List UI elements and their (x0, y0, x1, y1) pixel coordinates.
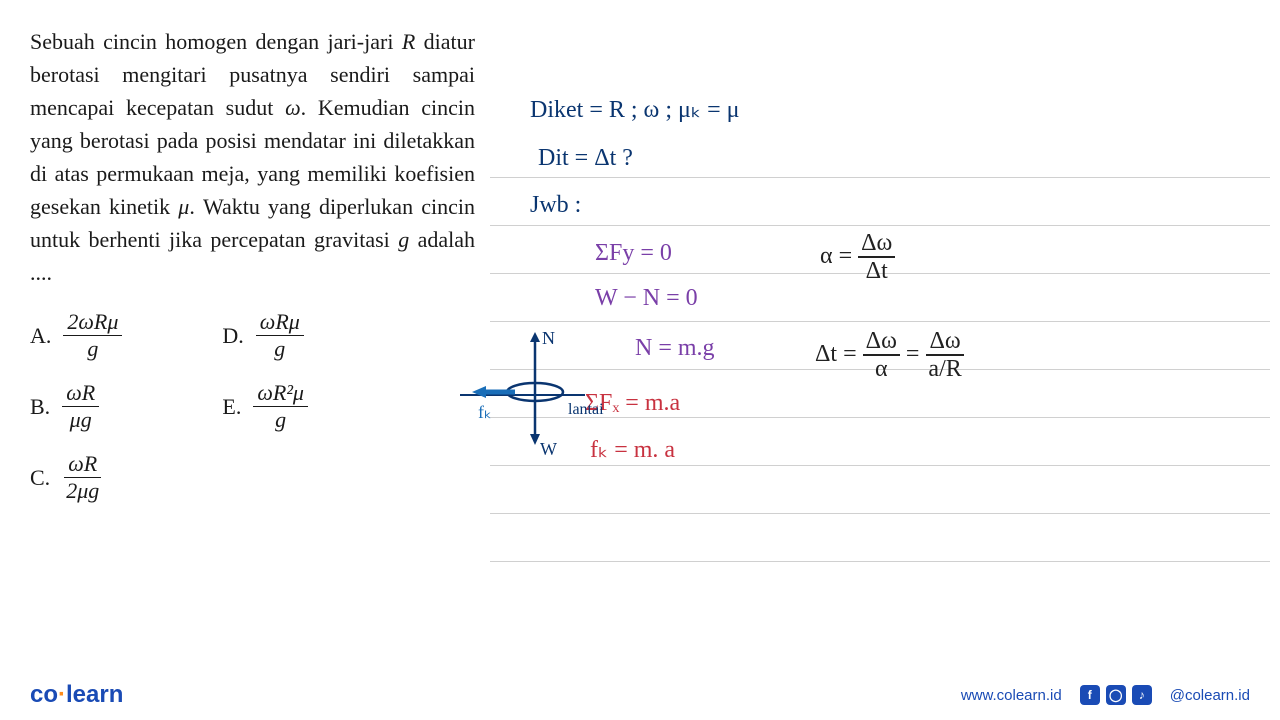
diagram-lantai-label: lantai (568, 401, 604, 418)
option-D-label: D. (222, 323, 243, 349)
logo-dot-icon: · (58, 681, 66, 708)
facebook-icon: f (1080, 685, 1100, 705)
hw-alpha-pre: α = (820, 243, 858, 269)
q-var-omega: ω (285, 95, 301, 120)
hw-dt-frac1: Δω α (863, 328, 900, 383)
hw-alpha-num: Δω (858, 230, 895, 258)
diagram-N-label: N (542, 330, 555, 348)
option-D-fraction: ωRμ g (256, 309, 304, 362)
option-E-fraction: ωR²μ g (253, 380, 308, 433)
option-A-fraction: 2ωRμ g (63, 309, 122, 362)
hw-alpha-den: Δt (863, 258, 891, 284)
hw-dit: Dit = Δt ? (538, 145, 633, 172)
option-B-num: ωR (62, 380, 99, 407)
hw-dt-den2: a/R (925, 356, 964, 382)
options-container: A. 2ωRμ g B. ωR μg C. ωR (30, 309, 475, 504)
option-D-num: ωRμ (256, 309, 304, 336)
hw-dt-den1: α (872, 356, 891, 382)
tiktok-icon: ♪ (1132, 685, 1152, 705)
option-B: B. ωR μg (30, 380, 122, 433)
question-panel: Sebuah cincin homogen dengan jari-jari R… (0, 0, 490, 670)
logo-co: co (30, 681, 58, 708)
option-C-num: ωR (64, 451, 101, 478)
hw-diket: Diket = R ; ω ; μₖ = μ (530, 95, 739, 124)
social-icons: f ◯ ♪ (1080, 685, 1152, 705)
option-E-den: g (271, 407, 290, 433)
hw-dt: Δt = Δω α = Δω a/R (815, 328, 965, 383)
q-var-mu: μ (178, 194, 189, 219)
q-var-g: g (398, 227, 409, 252)
hw-jwb: Jwb : (530, 192, 581, 219)
hw-dt-frac2: Δω a/R (925, 328, 964, 383)
hw-dt-pre: Δt = (815, 341, 863, 367)
option-E-num: ωR²μ (253, 380, 308, 407)
question-text: Sebuah cincin homogen dengan jari-jari R… (30, 25, 475, 289)
rule (490, 178, 1270, 226)
free-body-diagram: N W fₖ lantai (460, 330, 635, 460)
diagram-W-label: W (540, 439, 557, 459)
option-C: C. ωR 2μg (30, 451, 122, 504)
hw-wn: W − N = 0 (595, 285, 698, 312)
option-A-num: 2ωRμ (63, 309, 122, 336)
option-C-den: 2μg (62, 478, 103, 504)
q-var-R: R (402, 29, 415, 54)
rule (490, 514, 1270, 562)
hw-sigma-fy: ΣFy = 0 (595, 240, 672, 267)
options-col-2: D. ωRμ g E. ωR²μ g (222, 309, 308, 504)
hw-dt-num1: Δω (863, 328, 900, 356)
options-col-1: A. 2ωRμ g B. ωR μg C. ωR (30, 309, 122, 504)
hw-n-mg: N = m.g (635, 335, 715, 362)
logo-learn: learn (66, 681, 123, 708)
option-C-fraction: ωR 2μg (62, 451, 103, 504)
option-D: D. ωRμ g (222, 309, 308, 362)
option-B-label: B. (30, 394, 50, 420)
option-E: E. ωR²μ g (222, 380, 308, 433)
option-A: A. 2ωRμ g (30, 309, 122, 362)
hw-dt-num2: Δω (926, 328, 963, 356)
diagram-fk-label: fₖ (478, 402, 492, 422)
rule (490, 466, 1270, 514)
footer-url: www.colearn.id (961, 687, 1062, 704)
footer: co·learn www.colearn.id f ◯ ♪ @colearn.i… (0, 670, 1280, 720)
option-D-den: g (270, 336, 289, 362)
option-C-label: C. (30, 465, 50, 491)
hw-alpha: α = Δω Δt (820, 230, 895, 285)
hw-dt-eq: = (906, 341, 926, 367)
option-A-den: g (83, 336, 102, 362)
option-E-label: E. (222, 394, 241, 420)
footer-handle: @colearn.id (1170, 687, 1250, 704)
option-B-den: μg (66, 407, 96, 433)
instagram-icon: ◯ (1106, 685, 1126, 705)
option-B-fraction: ωR μg (62, 380, 99, 433)
logo: co·learn (30, 681, 123, 709)
footer-right: www.colearn.id f ◯ ♪ @colearn.id (961, 685, 1250, 705)
option-A-label: A. (30, 323, 51, 349)
main-container: Sebuah cincin homogen dengan jari-jari R… (0, 0, 1280, 670)
hw-alpha-frac: Δω Δt (858, 230, 895, 285)
q-part-0: Sebuah cincin homogen dengan jari-jari (30, 29, 402, 54)
